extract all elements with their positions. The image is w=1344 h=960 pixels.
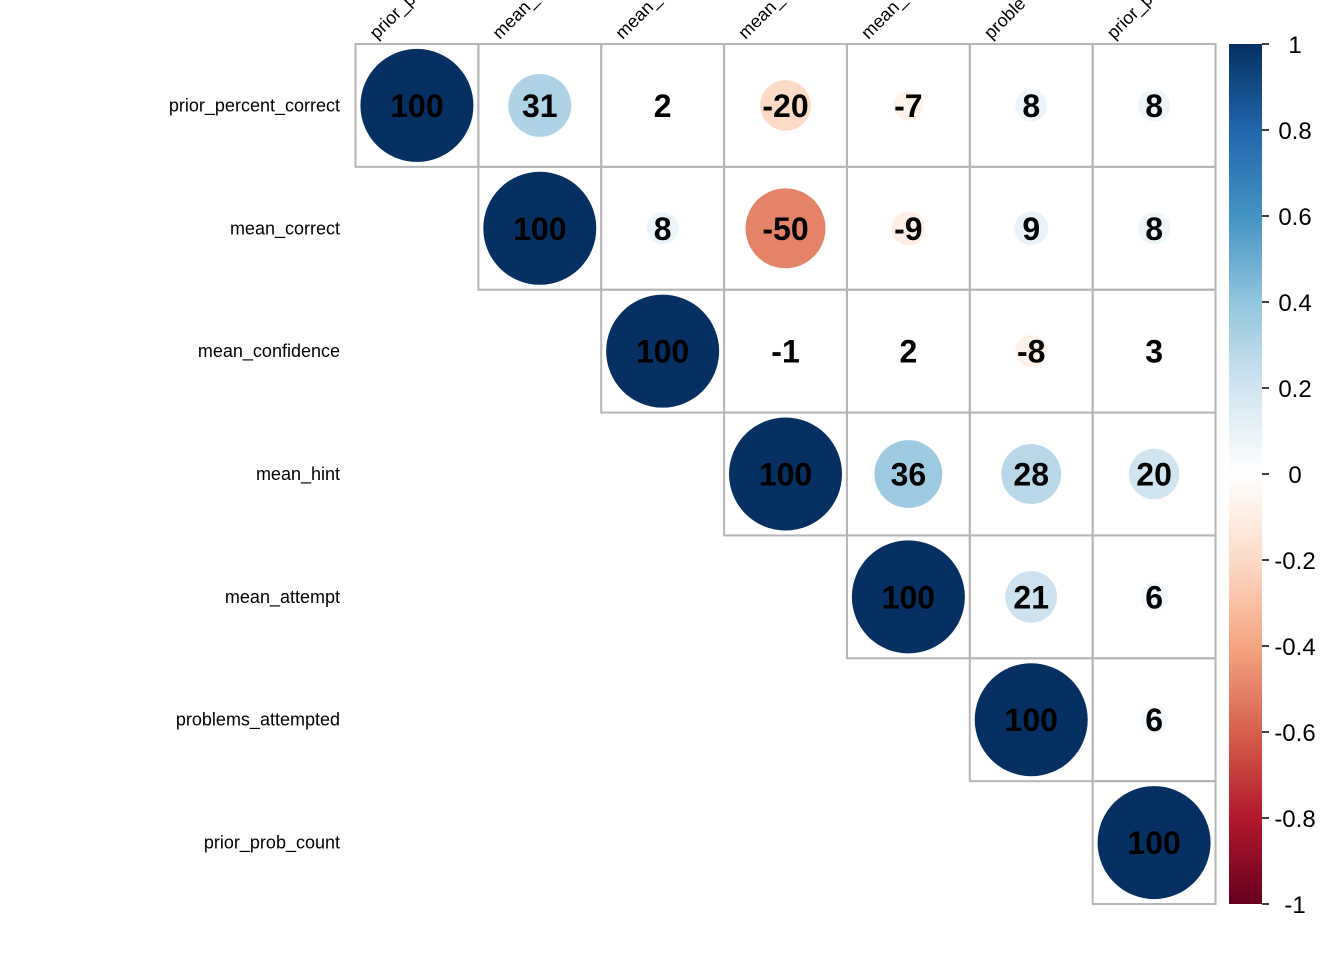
corr-circle-2-3 [779, 345, 792, 357]
row-label-3: mean_hint [256, 464, 340, 485]
corr-value-0-3: -20 [762, 88, 808, 124]
corr-value-2-3: -1 [771, 334, 799, 370]
corr-value-2-4: 2 [899, 334, 917, 370]
corr-circle-1-4 [891, 211, 926, 246]
corr-value-0-1: 31 [522, 88, 558, 124]
corr-value-3-6: 20 [1136, 457, 1172, 493]
colorbar-tick-label-8: -0.6 [1274, 720, 1315, 747]
col-label-1: mean_ [488, 0, 542, 44]
corr-circle-3-6 [1128, 448, 1180, 500]
colorbar-tick-label-3: 0.4 [1278, 290, 1311, 317]
cell-6-6 [1091, 780, 1217, 906]
corr-value-1-1: 100 [513, 211, 566, 247]
corr-circle-1-6 [1138, 212, 1171, 245]
corr-circle-5-5 [974, 663, 1088, 777]
corr-circle-3-3 [729, 417, 843, 531]
corr-circle-1-2 [646, 212, 679, 245]
corr-value-2-2: 100 [636, 334, 689, 370]
row-label-1: mean_correct [230, 218, 340, 239]
col-label-5: proble [980, 0, 1030, 43]
corr-circle-2-6 [1144, 341, 1164, 361]
corr-circle-4-4 [851, 540, 965, 654]
column-labels: prior_p mean_ mean_ mean_ mean_ proble prior_p [366, 0, 1158, 44]
corr-circle-5-6 [1140, 705, 1168, 734]
corr-circle-6-6 [1097, 786, 1211, 900]
corr-circle-0-6 [1138, 89, 1171, 122]
corr-value-4-6: 6 [1145, 579, 1163, 615]
colorbar-tick-label-2: 0.6 [1278, 204, 1311, 231]
colorbar-tick-label-0: 1 [1288, 32, 1301, 59]
grid [354, 43, 1217, 906]
colorbar-tick-label-9: -0.8 [1274, 806, 1315, 833]
corr-value-1-3: -50 [762, 211, 808, 247]
row-labels: prior_percent_correct mean_correct mean_co… [169, 95, 340, 853]
colorbar-tick-label-5: 0 [1288, 462, 1301, 489]
colorbar-gradient [1229, 44, 1262, 904]
corr-value-2-5: -8 [1017, 334, 1045, 370]
corr-value-3-4: 36 [891, 457, 927, 493]
corr-value-0-5: 8 [1022, 88, 1040, 124]
corr-circle-2-4 [900, 343, 917, 360]
colorbar: 1 0.8 0.6 0.4 0.2 0 -0.2 -0.4 -0.6 -0.8 -1 [1229, 32, 1316, 919]
corr-value-0-2: 2 [654, 88, 672, 124]
corr-circle-4-5 [1005, 570, 1058, 623]
corr-circle-0-5 [1015, 89, 1048, 122]
corr-value-1-2: 8 [654, 211, 672, 247]
corr-value-4-4: 100 [882, 579, 935, 615]
col-label-4: mean_ [857, 0, 911, 44]
corr-circle-0-4 [893, 90, 924, 121]
corr-circle-0-2 [654, 97, 671, 114]
row-label-0: prior_percent_correct [169, 95, 340, 116]
corr-value-5-5: 100 [1005, 702, 1058, 738]
col-label-0: prior_p [366, 0, 420, 44]
corr-value-1-4: -9 [894, 211, 922, 247]
cell-values: 100 31 2 -20 -7 8 8 100 8 -50 -9 9 8 100 -1 2 -8 3 100 36 28… [390, 88, 1181, 861]
corr-circle-1-5 [1014, 211, 1049, 246]
corr-circle-2-2 [606, 294, 720, 408]
corr-value-0-6: 8 [1145, 88, 1163, 124]
corr-value-5-6: 6 [1145, 702, 1163, 738]
row-label-6: prior_prob_count [204, 833, 340, 854]
corr-value-3-5: 28 [1013, 457, 1049, 493]
colorbar-tick-label-4: 0.2 [1278, 376, 1311, 403]
col-label-6: prior_p [1103, 0, 1157, 44]
col-label-3: mean_ [734, 0, 788, 44]
colorbar-tick-label-10: -1 [1284, 892, 1305, 919]
corr-circle-4-6 [1140, 583, 1168, 611]
corr-circle-0-3 [760, 80, 811, 131]
row-label-2: mean_confidence [198, 341, 340, 362]
corr-circle-3-4 [874, 440, 943, 508]
corr-value-2-6: 3 [1145, 334, 1163, 370]
col-label-2: mean_ [611, 0, 665, 44]
corr-value-1-5: 9 [1022, 211, 1040, 247]
corr-value-6-6: 100 [1127, 825, 1180, 861]
row-label-4: mean_attempt [225, 587, 340, 608]
corr-circle-2-5 [1015, 335, 1048, 368]
corr-value-0-0: 100 [390, 88, 443, 124]
corr-circle-1-3 [745, 188, 826, 269]
corr-circle-3-5 [1001, 444, 1062, 504]
colorbar-tick-label-7: -0.4 [1274, 634, 1315, 661]
corr-value-1-6: 8 [1145, 211, 1163, 247]
corr-circle-1-1 [483, 171, 597, 285]
colorbar-tick-label-6: -0.2 [1274, 548, 1315, 575]
corr-circle-0-0 [360, 48, 474, 162]
corr-value-0-4: -7 [894, 88, 922, 124]
corr-value-3-3: 100 [759, 457, 812, 493]
corr-circle-0-1 [508, 73, 572, 137]
colorbar-tick-label-1: 0.8 [1278, 118, 1311, 145]
row-label-5: problems_attempted [176, 710, 340, 731]
corr-value-4-5: 21 [1013, 579, 1049, 615]
circles [360, 48, 1211, 900]
